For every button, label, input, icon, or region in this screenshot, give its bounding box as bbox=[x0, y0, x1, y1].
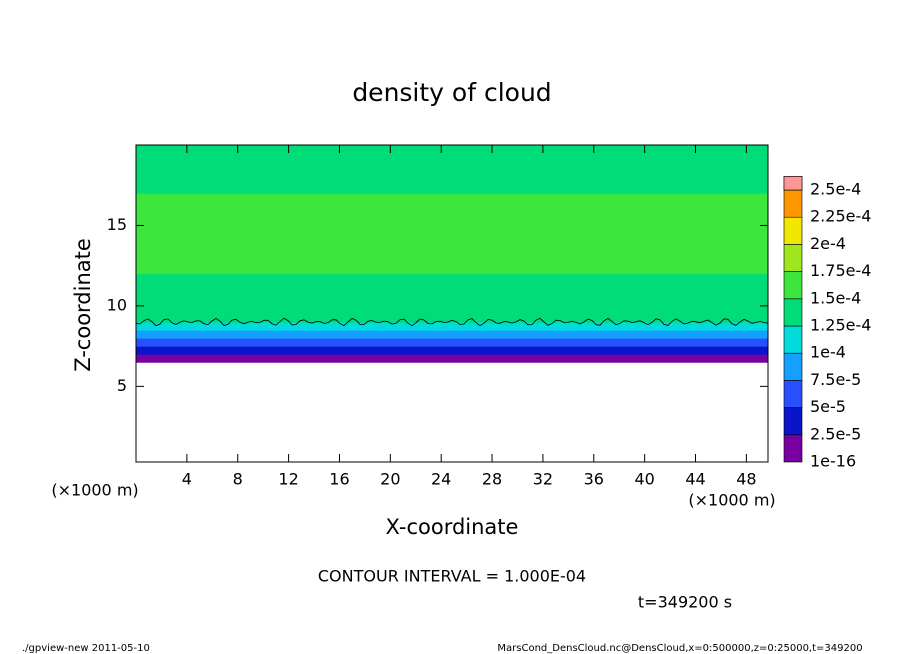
plot-frame bbox=[135, 144, 769, 463]
colorbar-label: 7.5e-5 bbox=[810, 370, 861, 389]
chart-title: density of cloud bbox=[352, 78, 551, 107]
x-tick-label: 16 bbox=[329, 470, 349, 489]
time-label: t=349200 s bbox=[638, 593, 732, 612]
y-tick-label: 5 bbox=[117, 376, 127, 395]
x-tick-label: 8 bbox=[233, 470, 243, 489]
field-band bbox=[136, 346, 768, 355]
x-axis-label: X-coordinate bbox=[386, 515, 519, 539]
field-band bbox=[136, 322, 768, 331]
field-band bbox=[136, 145, 768, 162]
field-band bbox=[136, 338, 768, 347]
colorbar-label: 1e-16 bbox=[810, 452, 856, 471]
footer-left: ./gpview-new 2011-05-10 bbox=[22, 643, 150, 654]
field-band bbox=[136, 305, 768, 323]
colorbar-label: 5e-5 bbox=[810, 397, 846, 416]
colorbar-label: 2e-4 bbox=[810, 234, 846, 253]
colorbar-label: 1.25e-4 bbox=[810, 316, 871, 335]
colorbar-label: 1.5e-4 bbox=[810, 288, 861, 307]
x-tick-label: 20 bbox=[380, 470, 400, 489]
x-tick-label: 36 bbox=[584, 470, 604, 489]
x-tick-label: 48 bbox=[736, 470, 756, 489]
field-band bbox=[136, 273, 768, 307]
contour-interval: CONTOUR INTERVAL = 1.000E-04 bbox=[318, 567, 586, 586]
y-unit: (×1000 m) bbox=[51, 481, 138, 500]
colorbar-box bbox=[783, 380, 803, 408]
x-tick-label: 32 bbox=[533, 470, 553, 489]
colorbar-label: 1e-4 bbox=[810, 343, 846, 362]
x-tick-label: 44 bbox=[685, 470, 705, 489]
footer-right: MarsCond_DensCloud.nc@DensCloud,x=0:5000… bbox=[497, 643, 862, 654]
colorbar-box bbox=[783, 271, 803, 300]
colorbar-box bbox=[783, 407, 803, 436]
colorbar-label: 2.5e-5 bbox=[810, 424, 861, 443]
colorbar-box bbox=[783, 352, 803, 381]
colorbar-box bbox=[783, 244, 803, 272]
colorbar-box bbox=[783, 216, 803, 245]
contour-line bbox=[135, 317, 769, 327]
field-band bbox=[136, 354, 768, 363]
x-tick-label: 12 bbox=[278, 470, 298, 489]
x-unit: (×1000 m) bbox=[688, 491, 775, 510]
colorbar-label: 2.5e-4 bbox=[810, 180, 861, 199]
x-tick-label: 24 bbox=[431, 470, 451, 489]
x-tick-label: 4 bbox=[182, 470, 192, 489]
x-tick-label: 28 bbox=[482, 470, 502, 489]
colorbar-label: 2.25e-4 bbox=[810, 207, 871, 226]
field-band bbox=[136, 330, 768, 339]
field-band bbox=[136, 193, 768, 275]
colorbar-box bbox=[783, 298, 803, 327]
colorbar-label: 1.75e-4 bbox=[810, 261, 871, 280]
colorbar-box bbox=[783, 325, 803, 354]
field-band bbox=[136, 161, 768, 194]
x-tick-label: 40 bbox=[634, 470, 654, 489]
y-tick-label: 10 bbox=[107, 295, 127, 314]
colorbar-box bbox=[783, 176, 803, 191]
y-axis-label: Z-coordinate bbox=[71, 238, 95, 372]
colorbar-box bbox=[783, 189, 803, 218]
colorbar-box bbox=[783, 434, 803, 463]
y-tick-label: 15 bbox=[107, 215, 127, 234]
